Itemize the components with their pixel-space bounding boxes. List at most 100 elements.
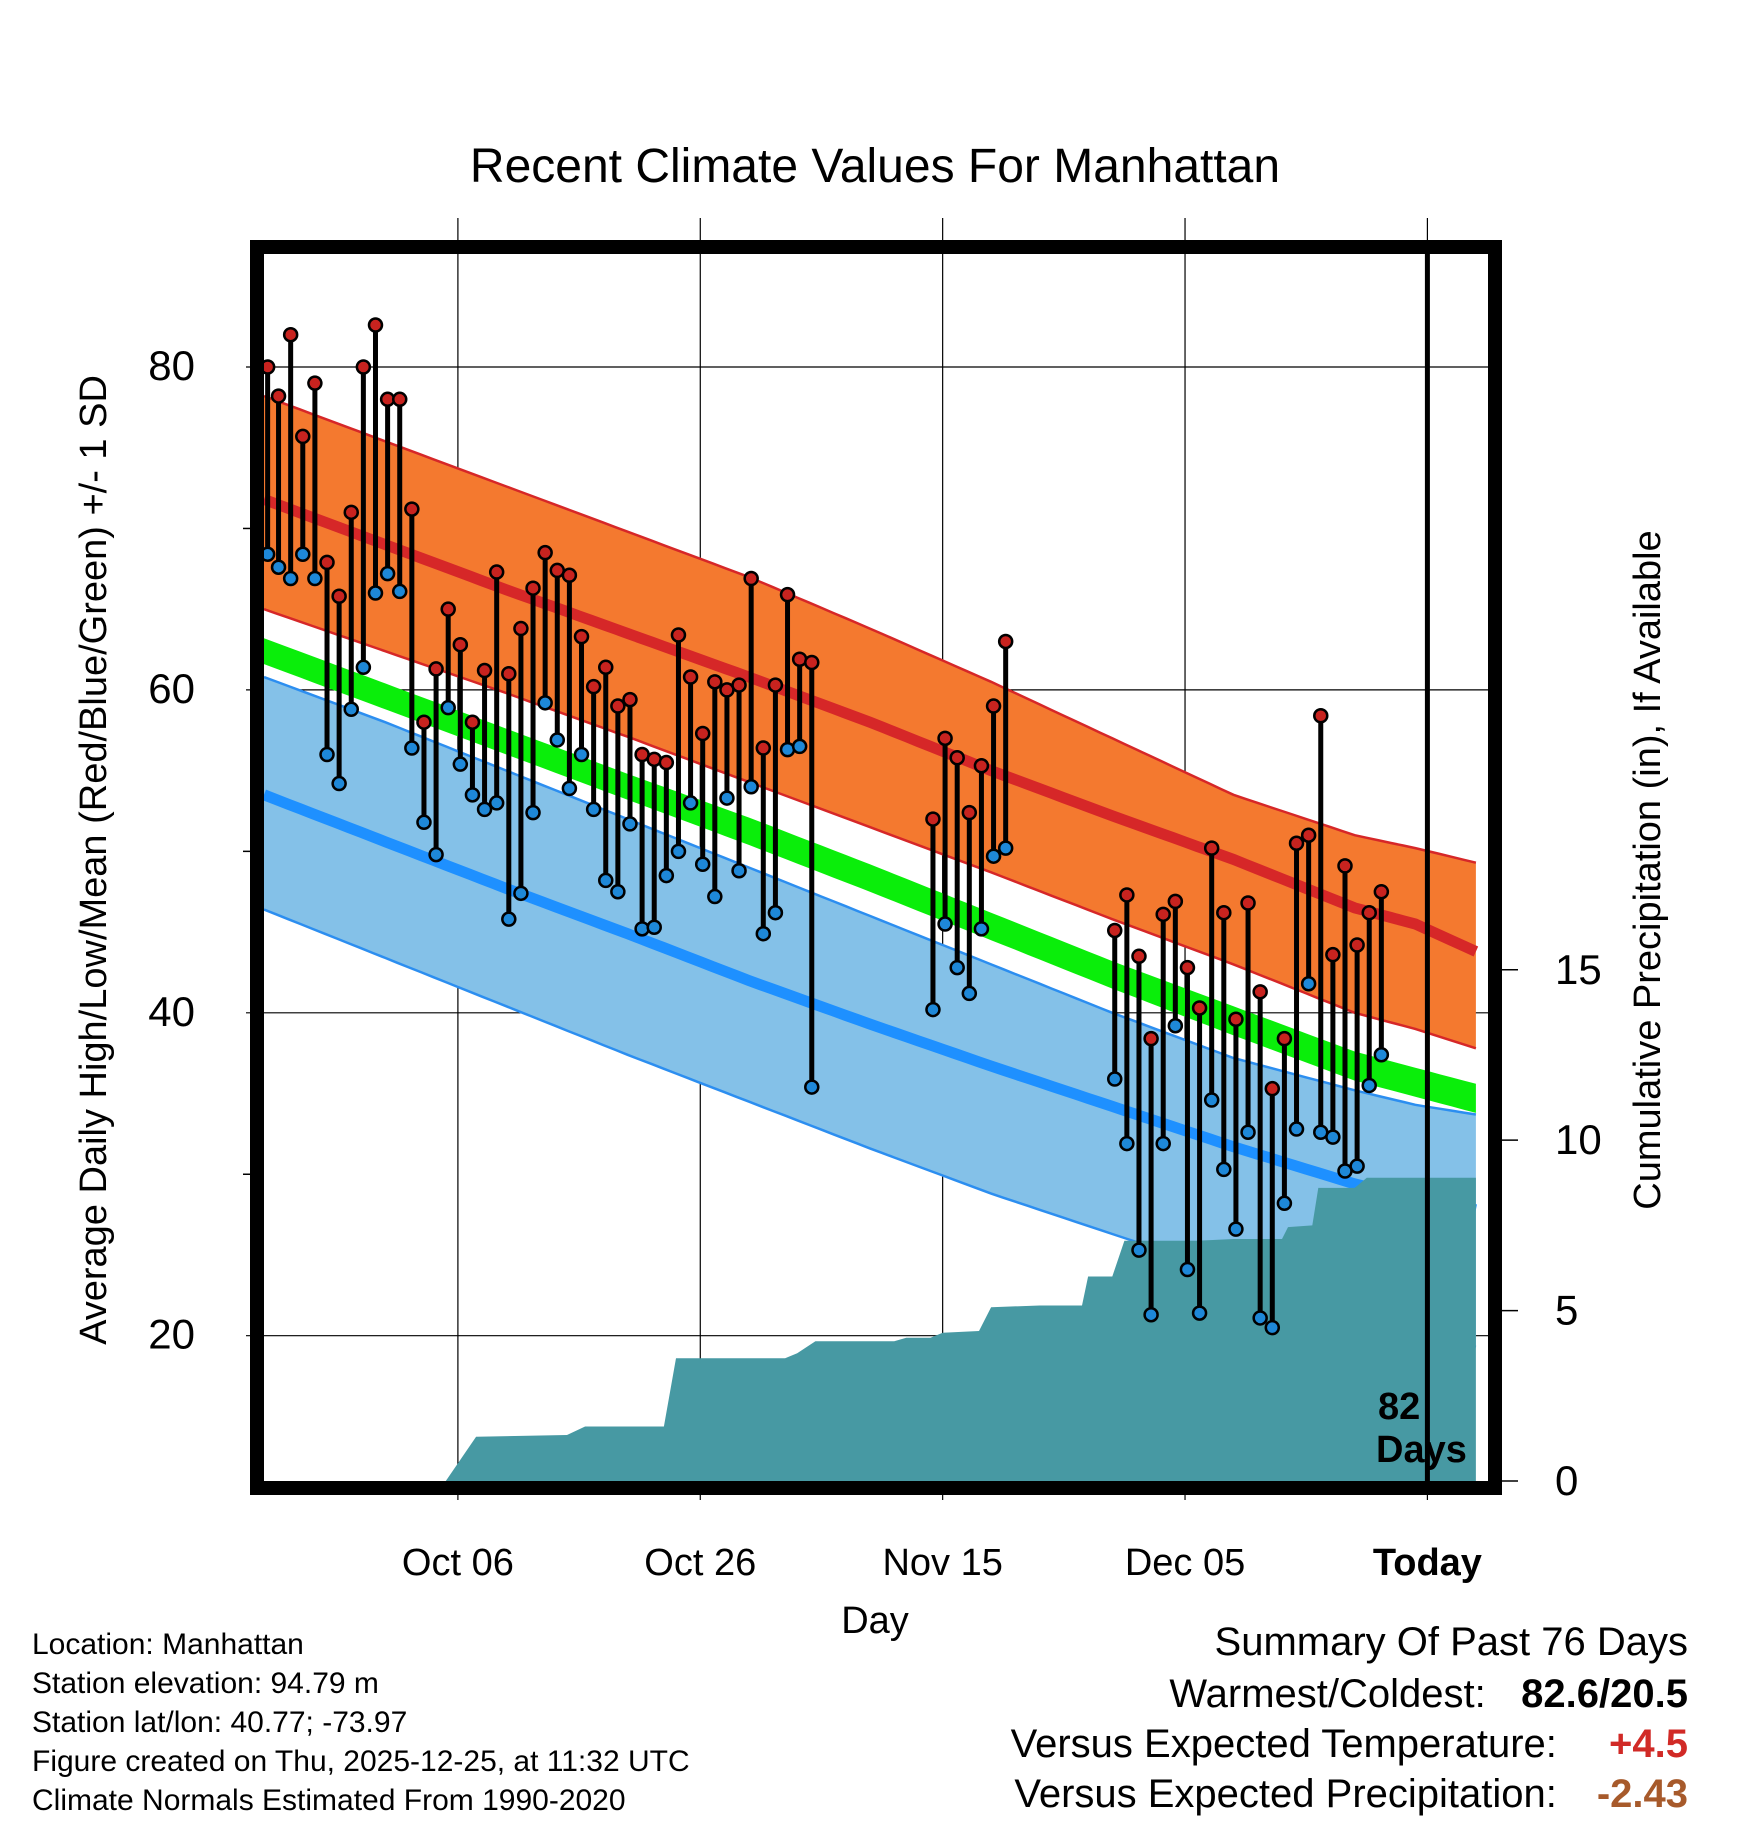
precip-departure-label: Versus Expected Precipitation: xyxy=(1014,1772,1557,1816)
daily-high-point xyxy=(343,504,360,521)
daily-high-point xyxy=(670,627,687,643)
daily-high-point xyxy=(1361,904,1377,921)
cumulative-precip-area xyxy=(445,1177,1476,1481)
daily-high-point xyxy=(1337,858,1353,874)
daily-low-point xyxy=(282,570,299,587)
daily-low-point xyxy=(513,885,529,902)
axes: Oct 06 Oct 26 Nov 15 Dec 05 Today 20 40 60 80 0 5 1… xyxy=(148,342,1601,1584)
summary-heading: Summary Of Past 76 Days xyxy=(1214,1620,1688,1664)
daily-high-point xyxy=(501,666,517,682)
daily-low-point xyxy=(573,746,590,763)
daily-high-point xyxy=(307,375,323,391)
daily-high-point xyxy=(755,740,772,756)
daily-high-point xyxy=(622,691,638,708)
daily-high-point xyxy=(1240,895,1256,911)
daily-high-point xyxy=(1143,1030,1159,1047)
y2-tick-label: 5 xyxy=(1555,1287,1578,1334)
daily-low-point xyxy=(1119,1135,1135,1152)
today-annotation-number: 82 xyxy=(1378,1386,1420,1428)
daily-low-point xyxy=(610,883,626,900)
daily-high-point xyxy=(282,326,299,343)
x-tick-label: Oct 06 xyxy=(402,1542,514,1584)
daily-high-point xyxy=(1155,906,1171,923)
daily-high-point xyxy=(804,654,820,671)
low-sd-band xyxy=(264,677,1476,1347)
chart-title: Recent Climate Values For Manhattan xyxy=(470,140,1280,193)
x-tick-label: Nov 15 xyxy=(882,1542,1002,1584)
meta-location: Location: Manhattan xyxy=(32,1628,304,1661)
daily-low-point xyxy=(537,695,553,711)
daily-high-point xyxy=(319,554,335,571)
daily-low-point xyxy=(561,780,578,797)
daily-low-point xyxy=(791,738,808,755)
daily-low-point xyxy=(1179,1261,1196,1278)
daily-low-point xyxy=(985,848,1002,864)
daily-low-point xyxy=(319,746,335,763)
daily-high-point xyxy=(367,317,384,333)
x-tick-label: Today xyxy=(1373,1542,1482,1584)
daily-high-point xyxy=(537,544,553,561)
daily-low-point xyxy=(755,925,772,942)
daily-high-point xyxy=(767,677,784,693)
daily-high-point xyxy=(1325,946,1341,963)
daily-high-point xyxy=(391,391,408,408)
temp-departure-value: +4.5 xyxy=(1609,1722,1688,1766)
x-tick-label: Oct 26 xyxy=(644,1542,756,1584)
daily-high-point xyxy=(1216,904,1232,921)
daily-low-point xyxy=(1131,1242,1147,1258)
daily-high-point xyxy=(1131,948,1147,965)
daily-low-point xyxy=(658,867,675,884)
daily-low-point xyxy=(264,546,276,563)
daily-high-point xyxy=(440,601,456,617)
daily-low-point xyxy=(1228,1221,1244,1237)
daily-low-point xyxy=(428,846,444,863)
daily-low-point xyxy=(343,701,360,718)
plot-frame xyxy=(250,240,1502,1495)
daily-high-point xyxy=(488,564,505,580)
daily-low-point xyxy=(682,795,699,811)
daily-high-point xyxy=(585,678,602,695)
daily-low-point xyxy=(270,559,287,575)
daily-high-point xyxy=(731,677,747,693)
daily-low-point xyxy=(525,804,541,821)
warmest-coldest-label: Warmest/Coldest: xyxy=(1169,1672,1486,1716)
daily-high-point xyxy=(925,811,941,827)
daily-high-point xyxy=(1203,840,1220,856)
daily-low-point xyxy=(622,816,638,832)
daily-low-point xyxy=(331,775,347,792)
y-axis-label: Average Daily High/Low/Mean (Red/Blue/Gr… xyxy=(73,375,115,1345)
daily-high-point xyxy=(985,698,1002,714)
daily-low-point xyxy=(598,872,614,889)
daily-high-point xyxy=(428,661,444,677)
daily-high-point xyxy=(1300,827,1317,843)
daily-low-point xyxy=(949,959,965,976)
daily-high-point xyxy=(452,636,469,653)
daily-low-point xyxy=(440,699,456,716)
daily-low-point xyxy=(1240,1124,1256,1141)
daily-low-point xyxy=(1373,1047,1390,1063)
daily-high-point xyxy=(658,754,675,771)
daily-high-point xyxy=(949,749,965,766)
daily-low-point xyxy=(937,916,953,932)
daily-low-point xyxy=(1143,1306,1159,1323)
daily-low-point xyxy=(476,801,493,818)
daily-high-point xyxy=(476,662,493,679)
daily-low-point xyxy=(767,904,784,921)
y-tick-label: 80 xyxy=(148,342,195,389)
y2-axis-label: Cumulative Precipitation (in), If Availa… xyxy=(1627,530,1669,1209)
x-tick-label: Dec 05 xyxy=(1125,1542,1245,1584)
y2-tick-label: 10 xyxy=(1555,1116,1602,1163)
meta-normals: Climate Normals Estimated From 1990-2020 xyxy=(32,1784,626,1817)
today-annotation-unit: Days xyxy=(1376,1429,1467,1471)
daily-low-point xyxy=(694,856,711,873)
daily-high-point xyxy=(598,659,614,676)
temp-departure-label: Versus Expected Temperature: xyxy=(1010,1722,1557,1766)
daily-high-point xyxy=(1179,959,1196,976)
daily-low-point xyxy=(549,732,566,748)
daily-high-point xyxy=(1373,883,1390,900)
daily-high-point xyxy=(1276,1030,1293,1047)
daily-low-point xyxy=(670,843,687,860)
daily-low-point xyxy=(379,565,396,582)
daily-low-point xyxy=(464,787,481,803)
